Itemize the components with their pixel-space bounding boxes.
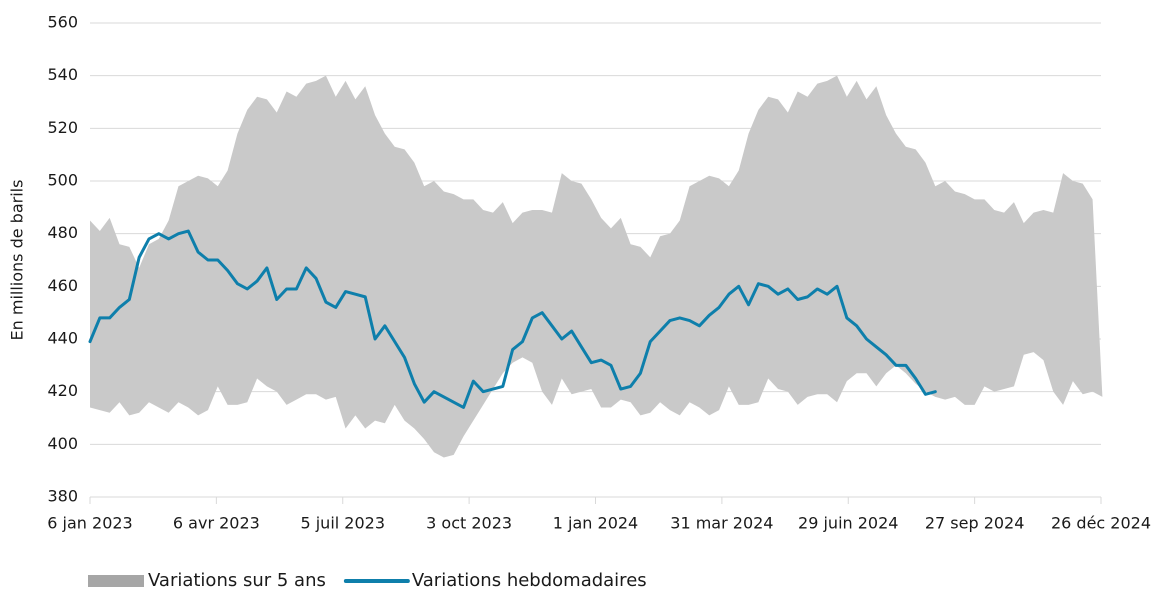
x-tick-label: 31 mar 2024 xyxy=(670,514,773,533)
y-tick-label: 480 xyxy=(47,223,78,242)
y-tick-label: 520 xyxy=(47,118,78,137)
legend-swatch xyxy=(88,575,144,587)
y-tick-label: 420 xyxy=(47,381,78,400)
x-tick-label: 1 jan 2024 xyxy=(553,514,638,533)
y-tick-label: 460 xyxy=(47,276,78,295)
x-tick-label: 6 avr 2023 xyxy=(173,514,260,533)
x-tick-label: 27 sep 2024 xyxy=(925,514,1025,533)
y-tick-label: 400 xyxy=(47,434,78,453)
legend-label: Variations sur 5 ans xyxy=(148,570,326,591)
series-line xyxy=(88,229,937,409)
y-tick-label: 560 xyxy=(47,13,78,32)
x-tick-label: 6 jan 2023 xyxy=(47,514,132,533)
x-tick-label: 3 oct 2023 xyxy=(426,514,512,533)
x-tick-label: 26 déc 2024 xyxy=(1051,514,1151,533)
legend-label: Variations hebdomadaires xyxy=(412,570,647,591)
plot-area xyxy=(88,75,1103,458)
y-tick-label: 540 xyxy=(47,65,78,84)
y-axis-label: En millions de barils xyxy=(8,180,27,341)
x-tick-label: 29 juin 2024 xyxy=(798,514,898,533)
x-tick-label: 5 juil 2023 xyxy=(300,514,385,533)
y-tick-label: 500 xyxy=(47,171,78,190)
range-band xyxy=(90,75,1103,458)
y-tick-label: 380 xyxy=(47,487,78,506)
y-tick-label: 440 xyxy=(47,329,78,348)
